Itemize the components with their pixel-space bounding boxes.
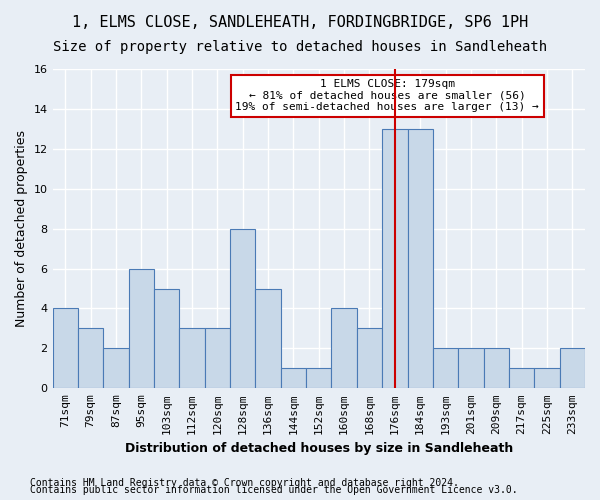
Text: Size of property relative to detached houses in Sandleheath: Size of property relative to detached ho… [53,40,547,54]
Bar [179,328,205,388]
Text: 1, ELMS CLOSE, SANDLEHEATH, FORDINGBRIDGE, SP6 1PH: 1, ELMS CLOSE, SANDLEHEATH, FORDINGBRIDG… [72,15,528,30]
Bar [458,348,484,389]
Bar [53,308,78,388]
Bar [534,368,560,388]
X-axis label: Distribution of detached houses by size in Sandleheath: Distribution of detached houses by size … [125,442,513,455]
Bar [331,308,357,388]
Bar [230,228,256,388]
Bar [560,348,585,389]
Bar [407,129,433,388]
Bar [382,129,407,388]
Bar [306,368,331,388]
Text: 1 ELMS CLOSE: 179sqm
← 81% of detached houses are smaller (56)
19% of semi-detac: 1 ELMS CLOSE: 179sqm ← 81% of detached h… [235,79,539,112]
Bar [103,348,128,389]
Bar [256,288,281,388]
Bar [205,328,230,388]
Text: Contains HM Land Registry data © Crown copyright and database right 2024.: Contains HM Land Registry data © Crown c… [30,478,459,488]
Bar [78,328,103,388]
Bar [281,368,306,388]
Text: Contains public sector information licensed under the Open Government Licence v3: Contains public sector information licen… [30,485,518,495]
Bar [357,328,382,388]
Bar [433,348,458,389]
Bar [509,368,534,388]
Bar [154,288,179,388]
Bar [128,268,154,388]
Y-axis label: Number of detached properties: Number of detached properties [15,130,28,327]
Bar [484,348,509,389]
